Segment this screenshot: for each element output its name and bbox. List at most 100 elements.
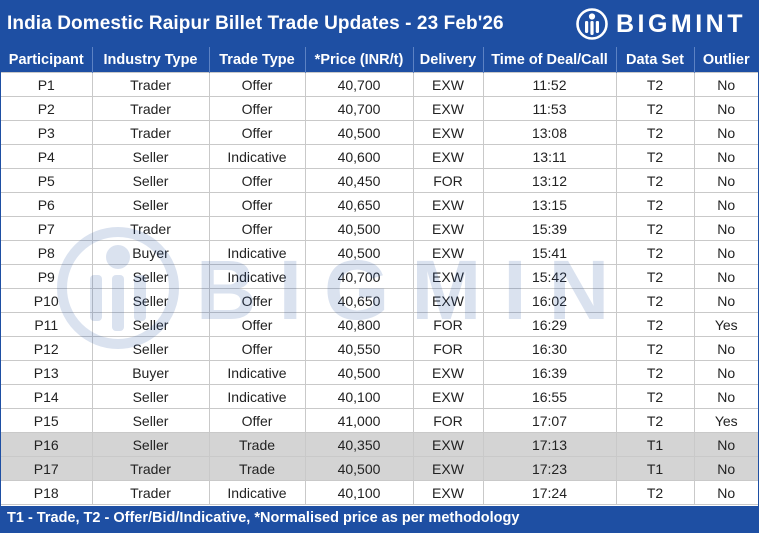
table-row: P3 Trader Offer 40,500 EXW 13:08 T2 No — [1, 120, 758, 145]
page-title: India Domestic Raipur Billet Trade Updat… — [7, 13, 504, 34]
cell-participant: P12 — [1, 336, 93, 361]
cell-industry-type: Seller — [91, 432, 210, 457]
cell-time: 13:08 — [482, 120, 617, 145]
cell-participant: P11 — [1, 312, 93, 337]
cell-outlier: No — [693, 192, 758, 217]
cell-trade-type: Indicative — [208, 240, 306, 265]
cell-industry-type: Seller — [91, 336, 210, 361]
table-body: P1 Trader Offer 40,700 EXW 11:52 T2 No P2 Trader O… — [1, 72, 758, 505]
cell-participant: P4 — [1, 144, 93, 169]
cell-industry-type: Seller — [91, 312, 210, 337]
column-header-outlier: Outlier — [694, 47, 758, 73]
cell-outlier: No — [693, 240, 758, 265]
cell-delivery: FOR — [412, 312, 484, 337]
table-header-row: Participant Industry Type Trade Type *Pr… — [1, 47, 758, 73]
table-row: P18 Trader Indicative 40,100 EXW 17:24 T2 No — [1, 480, 758, 505]
cell-price: 40,500 — [304, 456, 414, 481]
cell-outlier: No — [693, 360, 758, 385]
cell-price: 40,800 — [304, 312, 414, 337]
cell-time: 16:02 — [482, 288, 617, 313]
cell-industry-type: Trader — [91, 120, 210, 145]
cell-outlier: No — [693, 96, 758, 121]
cell-trade-type: Offer — [208, 408, 306, 433]
cell-participant: P1 — [1, 72, 93, 97]
cell-participant: P14 — [1, 384, 93, 409]
brand-name: BIGMINT — [615, 9, 746, 38]
cell-delivery: EXW — [412, 384, 484, 409]
cell-time: 15:42 — [482, 264, 617, 289]
cell-delivery: FOR — [412, 408, 484, 433]
table-row: P13 Buyer Indicative 40,500 EXW 16:39 T2 No — [1, 360, 758, 385]
cell-participant: P6 — [1, 192, 93, 217]
cell-outlier: No — [693, 144, 758, 169]
cell-price: 40,350 — [304, 432, 414, 457]
cell-outlier: No — [693, 72, 758, 97]
cell-industry-type: Seller — [91, 168, 210, 193]
cell-data-set: T2 — [615, 240, 695, 265]
cell-participant: P9 — [1, 264, 93, 289]
cell-trade-type: Offer — [208, 72, 306, 97]
cell-outlier: Yes — [693, 312, 758, 337]
cell-trade-type: Offer — [208, 216, 306, 241]
cell-price: 40,600 — [304, 144, 414, 169]
column-header-data-set: Data Set — [616, 47, 695, 73]
cell-industry-type: Seller — [91, 264, 210, 289]
cell-price: 40,700 — [304, 72, 414, 97]
cell-outlier: No — [693, 336, 758, 361]
cell-trade-type: Offer — [208, 192, 306, 217]
table-row: P4 Seller Indicative 40,600 EXW 13:11 T2 No — [1, 144, 758, 169]
title-bar: India Domestic Raipur Billet Trade Updat… — [1, 1, 758, 47]
cell-time: 16:29 — [482, 312, 617, 337]
cell-participant: P2 — [1, 96, 93, 121]
cell-delivery: EXW — [412, 72, 484, 97]
cell-industry-type: Seller — [91, 192, 210, 217]
cell-outlier: No — [693, 168, 758, 193]
table-row: P12 Seller Offer 40,550 FOR 16:30 T2 No — [1, 336, 758, 361]
cell-industry-type: Buyer — [91, 360, 210, 385]
cell-industry-type: Seller — [91, 408, 210, 433]
cell-price: 40,550 — [304, 336, 414, 361]
cell-time: 15:39 — [482, 216, 617, 241]
cell-time: 16:55 — [482, 384, 617, 409]
cell-data-set: T2 — [615, 288, 695, 313]
trade-table: Participant Industry Type Trade Type *Pr… — [1, 47, 758, 505]
cell-delivery: FOR — [412, 168, 484, 193]
cell-data-set: T2 — [615, 144, 695, 169]
cell-outlier: No — [693, 216, 758, 241]
column-header-time: Time of Deal/Call — [483, 47, 617, 73]
cell-delivery: EXW — [412, 216, 484, 241]
cell-trade-type: Offer — [208, 288, 306, 313]
cell-delivery: EXW — [412, 192, 484, 217]
cell-data-set: T2 — [615, 216, 695, 241]
cell-industry-type: Seller — [91, 144, 210, 169]
cell-delivery: EXW — [412, 432, 484, 457]
cell-industry-type: Trader — [91, 72, 210, 97]
table-row: P16 Seller Trade 40,350 EXW 17:13 T1 No — [1, 432, 758, 457]
column-header-delivery: Delivery — [413, 47, 484, 73]
footer-note: T1 - Trade, T2 - Offer/Bid/Indicative, *… — [7, 510, 520, 526]
cell-industry-type: Trader — [91, 480, 210, 505]
cell-delivery: EXW — [412, 288, 484, 313]
cell-trade-type: Indicative — [208, 360, 306, 385]
cell-industry-type: Seller — [91, 384, 210, 409]
cell-time: 13:11 — [482, 144, 617, 169]
cell-price: 40,500 — [304, 216, 414, 241]
cell-industry-type: Trader — [91, 456, 210, 481]
cell-trade-type: Offer — [208, 120, 306, 145]
cell-outlier: No — [693, 384, 758, 409]
cell-data-set: T2 — [615, 96, 695, 121]
table-row: P1 Trader Offer 40,700 EXW 11:52 T2 No — [1, 72, 758, 97]
cell-data-set: T2 — [615, 312, 695, 337]
cell-data-set: T2 — [615, 120, 695, 145]
cell-price: 40,700 — [304, 96, 414, 121]
cell-participant: P3 — [1, 120, 93, 145]
cell-industry-type: Buyer — [91, 240, 210, 265]
column-header-industry-type: Industry Type — [92, 47, 210, 73]
cell-delivery: EXW — [412, 96, 484, 121]
table-row: P5 Seller Offer 40,450 FOR 13:12 T2 No — [1, 168, 758, 193]
cell-outlier: No — [693, 120, 758, 145]
cell-data-set: T1 — [615, 432, 695, 457]
cell-outlier: No — [693, 432, 758, 457]
cell-industry-type: Trader — [91, 96, 210, 121]
cell-trade-type: Indicative — [208, 144, 306, 169]
